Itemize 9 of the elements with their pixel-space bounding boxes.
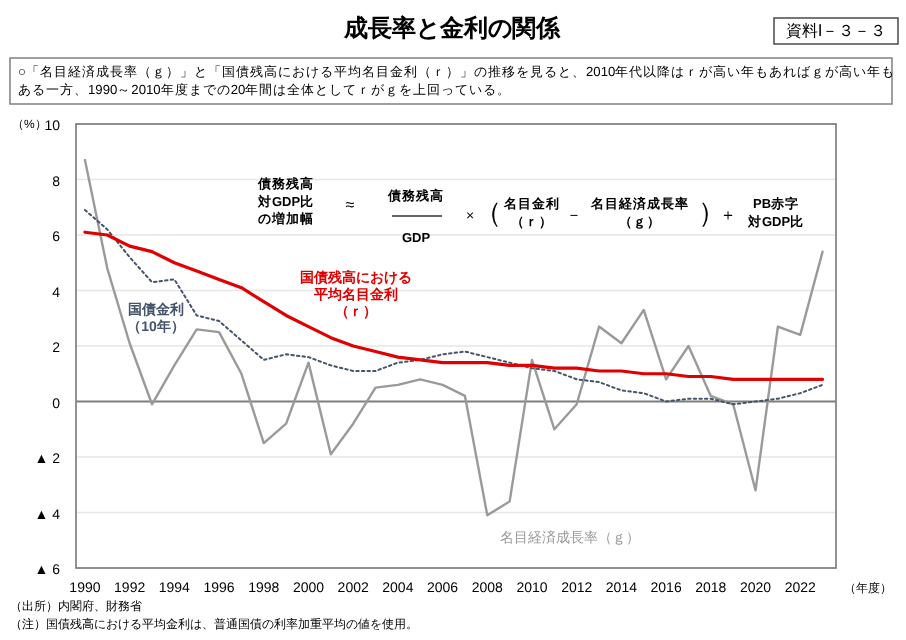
- line-series: [83, 230, 825, 381]
- annotation: ≈: [345, 196, 356, 214]
- annotation: ）: [698, 196, 726, 228]
- annotation: （: [474, 196, 502, 228]
- line-series: [83, 158, 824, 517]
- annotation: －: [566, 206, 582, 224]
- annotation: ＋: [720, 206, 736, 224]
- chart-title: 成長率と金利の関係: [342, 14, 562, 42]
- text: 資料Ⅰ－３－３: [785, 22, 887, 40]
